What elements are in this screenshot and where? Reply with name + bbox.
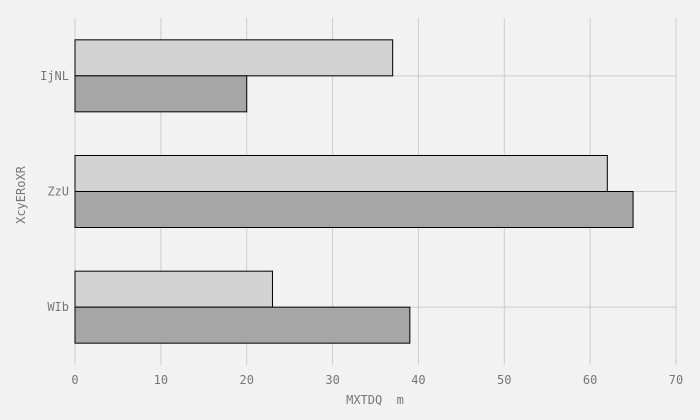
- x-tick-label: 70: [669, 373, 683, 387]
- bar-series-1: [74, 39, 394, 77]
- category-label: WIb: [47, 300, 69, 314]
- x-tick-label: 20: [239, 373, 253, 387]
- bar-series-2: [74, 306, 411, 344]
- bar-series-1: [74, 155, 608, 192]
- x-axis-title: MXTDQ m: [346, 393, 404, 407]
- x-tick-label: 30: [325, 373, 339, 387]
- category-label: IjNL: [40, 69, 69, 83]
- bars: [74, 39, 634, 344]
- x-tick-label: 40: [411, 373, 425, 387]
- x-tick-label: 60: [583, 373, 597, 387]
- x-tick-label: 10: [154, 373, 168, 387]
- x-axis-ticks: 0 10 20 30 40 50 60 70: [71, 373, 683, 387]
- bar-series-2: [74, 75, 248, 113]
- x-tick-label: 0: [71, 373, 78, 387]
- y-axis-ticks: IjNL ZzU WIb: [40, 69, 69, 314]
- category-label: ZzU: [47, 185, 69, 199]
- bar-series-1: [74, 270, 273, 308]
- bar-series-2: [74, 191, 634, 228]
- y-axis-title: XcyERoXR: [14, 165, 28, 224]
- x-tick-label: 50: [497, 373, 511, 387]
